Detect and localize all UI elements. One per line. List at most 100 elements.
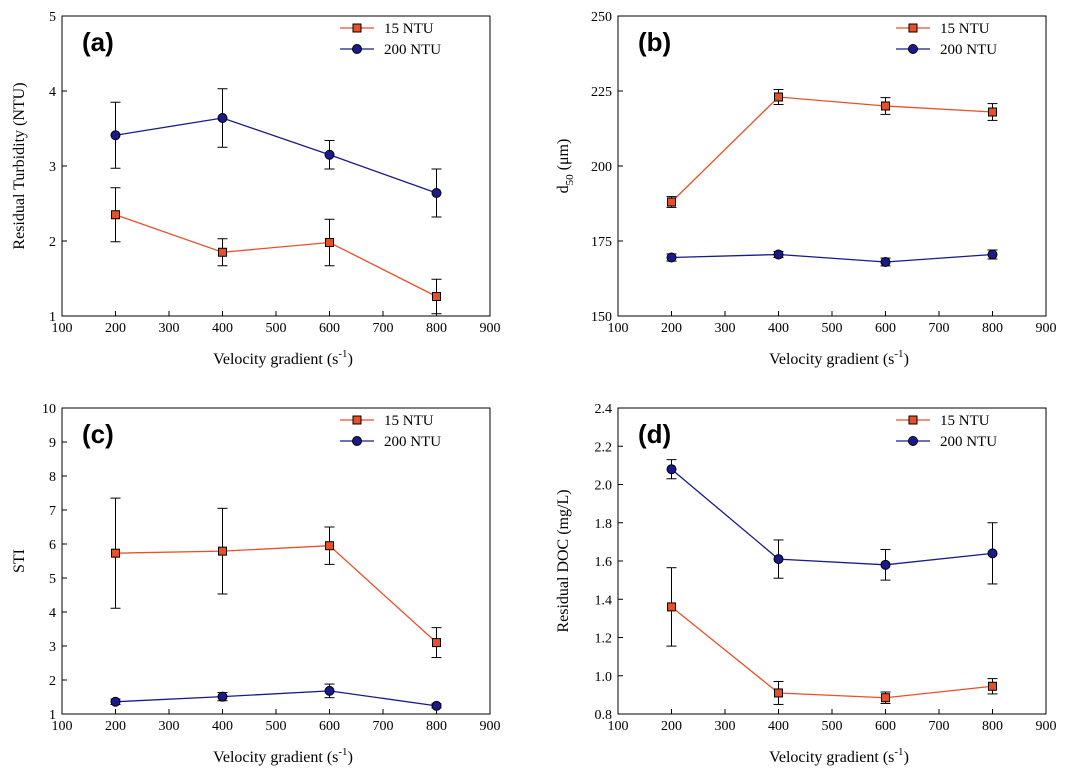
data-point-circle (773, 249, 784, 260)
y-tick-label: 2 (49, 674, 56, 689)
legend-marker-circle (352, 44, 362, 54)
data-point-circle (987, 249, 998, 260)
x-tick-label: 500 (266, 719, 287, 734)
data-point-square (432, 292, 441, 301)
data-point-square (325, 238, 334, 247)
plot-frame (61, 407, 491, 715)
data-point-circle (110, 130, 121, 141)
x-axis-title: Velocity gradient (s-1) (769, 348, 909, 368)
y-axis-title: d50 (μm) (555, 139, 576, 194)
plot-frame (617, 407, 1047, 715)
data-point-square (667, 602, 676, 612)
data-point-square (667, 197, 676, 207)
panel-label: (d) (638, 419, 671, 449)
series-line-1 (115, 690, 437, 707)
series-line-1 (115, 117, 437, 194)
legend-label-200: 200 NTU (384, 434, 441, 450)
x-tick-label: 800 (426, 321, 447, 336)
x-tick-label: 300 (715, 321, 736, 336)
series-line-1 (671, 468, 993, 566)
x-tick-label: 900 (480, 321, 501, 336)
data-point-square (218, 247, 227, 257)
data-point-circle (666, 464, 677, 475)
x-tick-label: 200 (105, 719, 126, 734)
series-line-0 (115, 214, 437, 298)
y-tick-label: 200 (591, 160, 612, 175)
data-point-circle (773, 554, 784, 565)
y-axis-title-main: d (555, 185, 572, 193)
y-tick-label: 1 (49, 708, 56, 723)
x-tick-label: 600 (875, 321, 896, 336)
x-tick-label: 700 (373, 321, 394, 336)
y-axis-title-end: (μm) (555, 139, 572, 175)
x-tick-label: 400 (212, 719, 233, 734)
legend: 15 NTU 200 NTU (896, 413, 997, 450)
y-tick-label: 2.4 (595, 402, 613, 417)
panel-0: 100 200 300 400 500 600 700 800 900 1 2 3 4 5 Velocity… (11, 10, 501, 368)
legend-marker-circle (352, 436, 362, 446)
x-tick-label: 700 (929, 321, 950, 336)
data-point-circle (431, 188, 442, 198)
data-point-square (218, 546, 227, 556)
y-tick-label: 1.4 (595, 593, 613, 608)
data-point-square (881, 101, 890, 111)
x-axis-title-main: Velocity gradient (s (769, 351, 894, 368)
legend: 15 NTU 200 NTU (896, 21, 997, 58)
y-tick-label: 3 (49, 160, 56, 175)
x-axis-title-sup: -1 (894, 348, 903, 360)
x-tick-label: 300 (159, 321, 180, 336)
y-tick-label: 5 (49, 10, 56, 25)
series-line-0 (115, 545, 437, 644)
legend-marker-square (352, 23, 362, 33)
data-point-square (988, 681, 997, 691)
x-tick-label: 200 (105, 321, 126, 336)
x-tick-label: 300 (715, 719, 736, 734)
x-axis-title-sup: -1 (338, 746, 347, 758)
x-tick-label: 600 (319, 321, 340, 336)
y-tick-label: 3 (49, 640, 56, 655)
y-tick-label: 225 (591, 85, 612, 100)
data-point-square (988, 107, 997, 117)
x-tick-label: 900 (480, 719, 501, 734)
x-axis-title-sup: -1 (894, 746, 903, 758)
x-tick-label: 400 (768, 719, 789, 734)
y-tick-label: 0.8 (595, 708, 613, 723)
y-tick-label: 1.8 (595, 517, 613, 532)
data-point-circle (431, 700, 442, 711)
data-point-square (325, 541, 334, 551)
data-point-square (881, 693, 890, 703)
legend-label-15: 15 NTU (940, 413, 990, 429)
data-point-circle (324, 149, 335, 160)
legend-label-200: 200 NTU (940, 42, 997, 58)
x-tick-label: 100 (52, 719, 73, 734)
x-axis-title: Velocity gradient (s-1) (769, 746, 909, 766)
y-tick-label: 2 (49, 235, 56, 250)
x-tick-label: 500 (822, 321, 843, 336)
y-tick-label: 150 (591, 310, 612, 325)
series-line-0 (671, 606, 993, 699)
x-axis-title: Velocity gradient (s-1) (213, 746, 353, 766)
data-point-circle (987, 548, 998, 559)
series-line-1 (671, 253, 993, 263)
x-axis-title-end: ) (904, 351, 909, 368)
x-axis-title-main: Velocity gradient (s (769, 749, 894, 766)
panel-label: (b) (638, 27, 671, 57)
y-axis-title-main: STI (11, 549, 28, 573)
y-tick-label: 7 (49, 504, 56, 519)
panel-label: (c) (82, 419, 114, 449)
x-axis-title-end: ) (348, 749, 353, 766)
y-axis-title-main: Residual Turbidity (NTU) (11, 82, 28, 249)
y-tick-label: 8 (49, 470, 56, 485)
data-point-circle (880, 559, 891, 570)
legend-marker-square (908, 23, 918, 33)
data-point-circle (880, 257, 891, 267)
y-tick-label: 1 (49, 310, 56, 325)
y-tick-label: 2.0 (595, 479, 613, 494)
legend-label-15: 15 NTU (384, 21, 434, 37)
legend-marker-square (908, 415, 918, 425)
y-tick-label: 250 (591, 10, 612, 25)
x-axis-title: Velocity gradient (s-1) (213, 348, 353, 368)
y-axis-title: Residual DOC (mg/L) (555, 489, 572, 632)
y-tick-label: 1.6 (595, 555, 613, 570)
